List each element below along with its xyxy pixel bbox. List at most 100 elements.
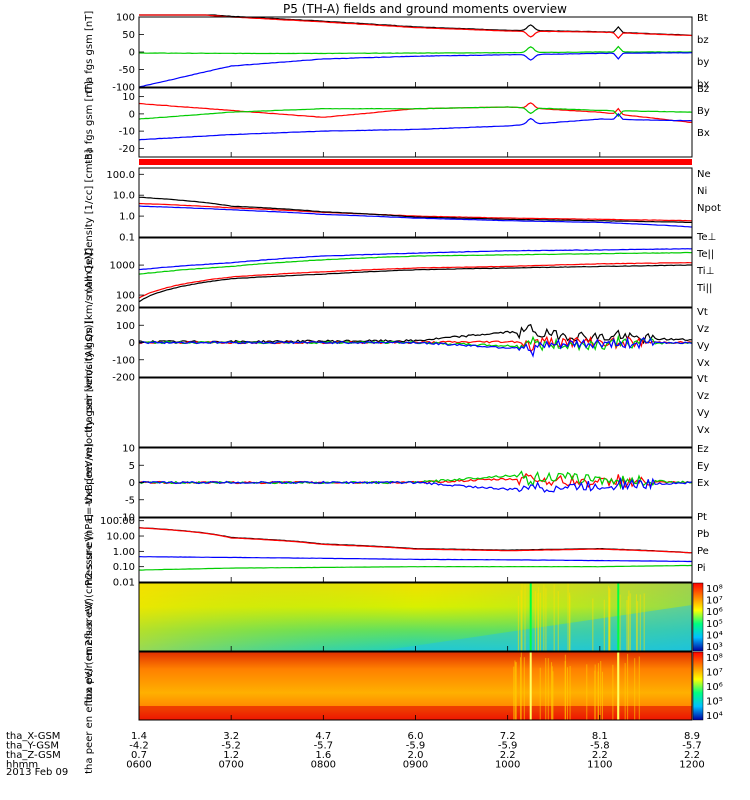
orbit-row-value: 8.1 [592, 731, 608, 742]
series-line-Vx [138, 336, 693, 358]
series-line-Ne [138, 202, 693, 222]
legend-entry: Pb [697, 529, 709, 540]
orbit-row-value: -5.7 [314, 741, 334, 752]
panels: tha fgs gsm [nT] Btbzbybx100500-50-100tha… [84, 11, 723, 774]
y-tick-label: 10.00 [106, 532, 135, 543]
orbit-row-value: 2.2 [592, 750, 608, 761]
panel-frame [138, 377, 693, 448]
orbit-row-value: 2.2 [684, 750, 700, 761]
y-tick-label: 0 [129, 338, 135, 349]
heatmap-low-energy-band [139, 706, 692, 720]
orbit-row-label: tha_Z-GSM [6, 750, 61, 761]
y-tick-label: 100 [116, 291, 135, 302]
orbit-row-value: 0800 [311, 760, 336, 771]
date-label: 2013 Feb 09 [6, 767, 68, 778]
y-tick-label: 10 [122, 92, 135, 103]
orbit-row-value: 0.7 [131, 750, 147, 761]
y-tick-label: -20 [119, 144, 135, 155]
y-tick-label: 1000 [110, 261, 135, 272]
orbit-row-label: tha_X-GSM [6, 731, 60, 742]
orbit-row-value: 4.7 [315, 731, 331, 742]
y-axis-label: tha peir en eflux eV/ (cm2-s-sr-eV) [84, 531, 95, 703]
orbit-row-value: 1200 [679, 760, 704, 771]
legend-entry: Ti⊥ [696, 266, 714, 277]
orbit-row-value: 1000 [495, 760, 520, 771]
legend-entry: Ey [697, 461, 709, 472]
series-line-Ex [138, 476, 693, 493]
orbit-row-value: 3.2 [223, 731, 239, 742]
y-tick-label: 1.00 [113, 547, 135, 558]
y-axis-label: tha peir velocity gsm [km/s (All Qs)] [84, 252, 95, 433]
panel-frame [138, 87, 693, 158]
legend-entry: Vx [697, 358, 710, 369]
legend-entry: Bz [697, 84, 709, 95]
orbit-labels: tha_X-GSM 1.4 3.2 4.7 6.0 7.2 8.1 8.9 tha_Y-GSM -… [6, 731, 705, 771]
panel-3: Density [1/cc] [cm-3] Ne Ni Npot 100.0 10.0 1.… [84, 149, 721, 255]
y-tick-label: 100 [116, 321, 135, 332]
orbit-row-value: -5.7 [682, 741, 702, 752]
y-axis-label: tha fgs gsm [nT] [84, 81, 95, 164]
series-line-Bx [138, 112, 693, 141]
legend-entry: Ni [697, 186, 707, 197]
y-axis-label: tha peer en eflux eV/ (cm2-s-sr-eV) [84, 598, 95, 774]
colorbar-tick-label: 10⁶ [706, 682, 723, 693]
colorbar [692, 582, 704, 652]
series-line-by [138, 45, 692, 55]
orbit-row-value: -5.2 [221, 741, 241, 752]
legend-entry: Vz [697, 324, 709, 335]
orbit-row-value: 6.0 [408, 731, 424, 742]
legend-entry: Npot [697, 203, 721, 214]
y-tick-label: 100.0 [106, 170, 135, 181]
y-tick-label: 100.00 [100, 516, 135, 527]
orbit-row-value: 7.2 [500, 731, 516, 742]
orbit-row-value: 2.2 [500, 750, 516, 761]
panel-frame [138, 237, 693, 308]
y-tick-label: 200 [116, 304, 135, 315]
series-line-Pe [138, 564, 692, 571]
legend-entry: Bt [697, 13, 708, 24]
orbit-row-label: hhmm [6, 760, 38, 771]
colorbar-tick-label: 10⁵ [706, 697, 723, 708]
y-tick-label: -200 [112, 373, 135, 384]
series-line-Ey [138, 470, 693, 490]
y-tick-label: 50 [122, 30, 135, 41]
panel-9: tha peir en eflux eV/ (cm2-s-sr-eV) 10⁸10… [84, 531, 723, 703]
series-line-Npot [138, 205, 693, 228]
orbit-row-value: 1.2 [223, 750, 239, 761]
legend-entry: Ex [697, 478, 709, 489]
series-line-Ti⊥ [138, 248, 693, 271]
orbit-row-value: 1.4 [131, 731, 147, 742]
orbit-row-value: -4.2 [129, 741, 149, 752]
orbit-row-value: 0600 [126, 760, 151, 771]
orbit-row-value: 0900 [403, 760, 428, 771]
legend-entry: by [697, 57, 709, 68]
legend-entry: Vt [697, 374, 708, 385]
y-axis-label: Density [1/cc] [cm-3] [84, 149, 95, 255]
panel-6: tha peer velocity gsm [km/s (All Qs)] Vt V… [84, 321, 710, 505]
series-line-By [138, 106, 693, 120]
y-tick-label: 0 [129, 478, 135, 489]
orbit-row-label: tha_Y-GSM [6, 741, 59, 752]
orbit-row-value: 0700 [218, 760, 243, 771]
y-axis-label: mom [eV] [84, 248, 95, 298]
colorbar-tick-label: 10³ [706, 642, 723, 653]
y-tick-label: -50 [119, 65, 135, 76]
legend-entry: Vy [697, 341, 710, 352]
legend-entry: Pe [697, 546, 709, 557]
y-tick-label: -100 [112, 355, 135, 366]
y-axis-label: tha peer velocity gsm [km/s (All Qs)] [84, 321, 95, 505]
panel-1: tha fgs gsm [nT] Bt bz by bx 100 50 0 -50 -100 [84, 11, 709, 94]
legend-entry: Pt [697, 512, 707, 523]
panel-8: Pressure [nPa] Pt Pb Pe Pi 100.00 10.00 1.00 0.1… [84, 512, 709, 589]
colorbar-tick-label: 10⁴ [706, 711, 723, 722]
y-tick-label: 0.1 [119, 233, 135, 244]
legend-entry: Te⊥ [696, 232, 716, 243]
y-tick-label: 5 [129, 461, 135, 472]
series-line-bx [138, 52, 693, 88]
y-tick-label: 10.0 [113, 191, 135, 202]
y-tick-label: -5 [125, 495, 135, 506]
y-tick-label: -10 [119, 513, 135, 524]
panel-7: E=-VxB [mV/m] Ez Ey Ex 10 5 0 -5 -10 [84, 443, 709, 523]
